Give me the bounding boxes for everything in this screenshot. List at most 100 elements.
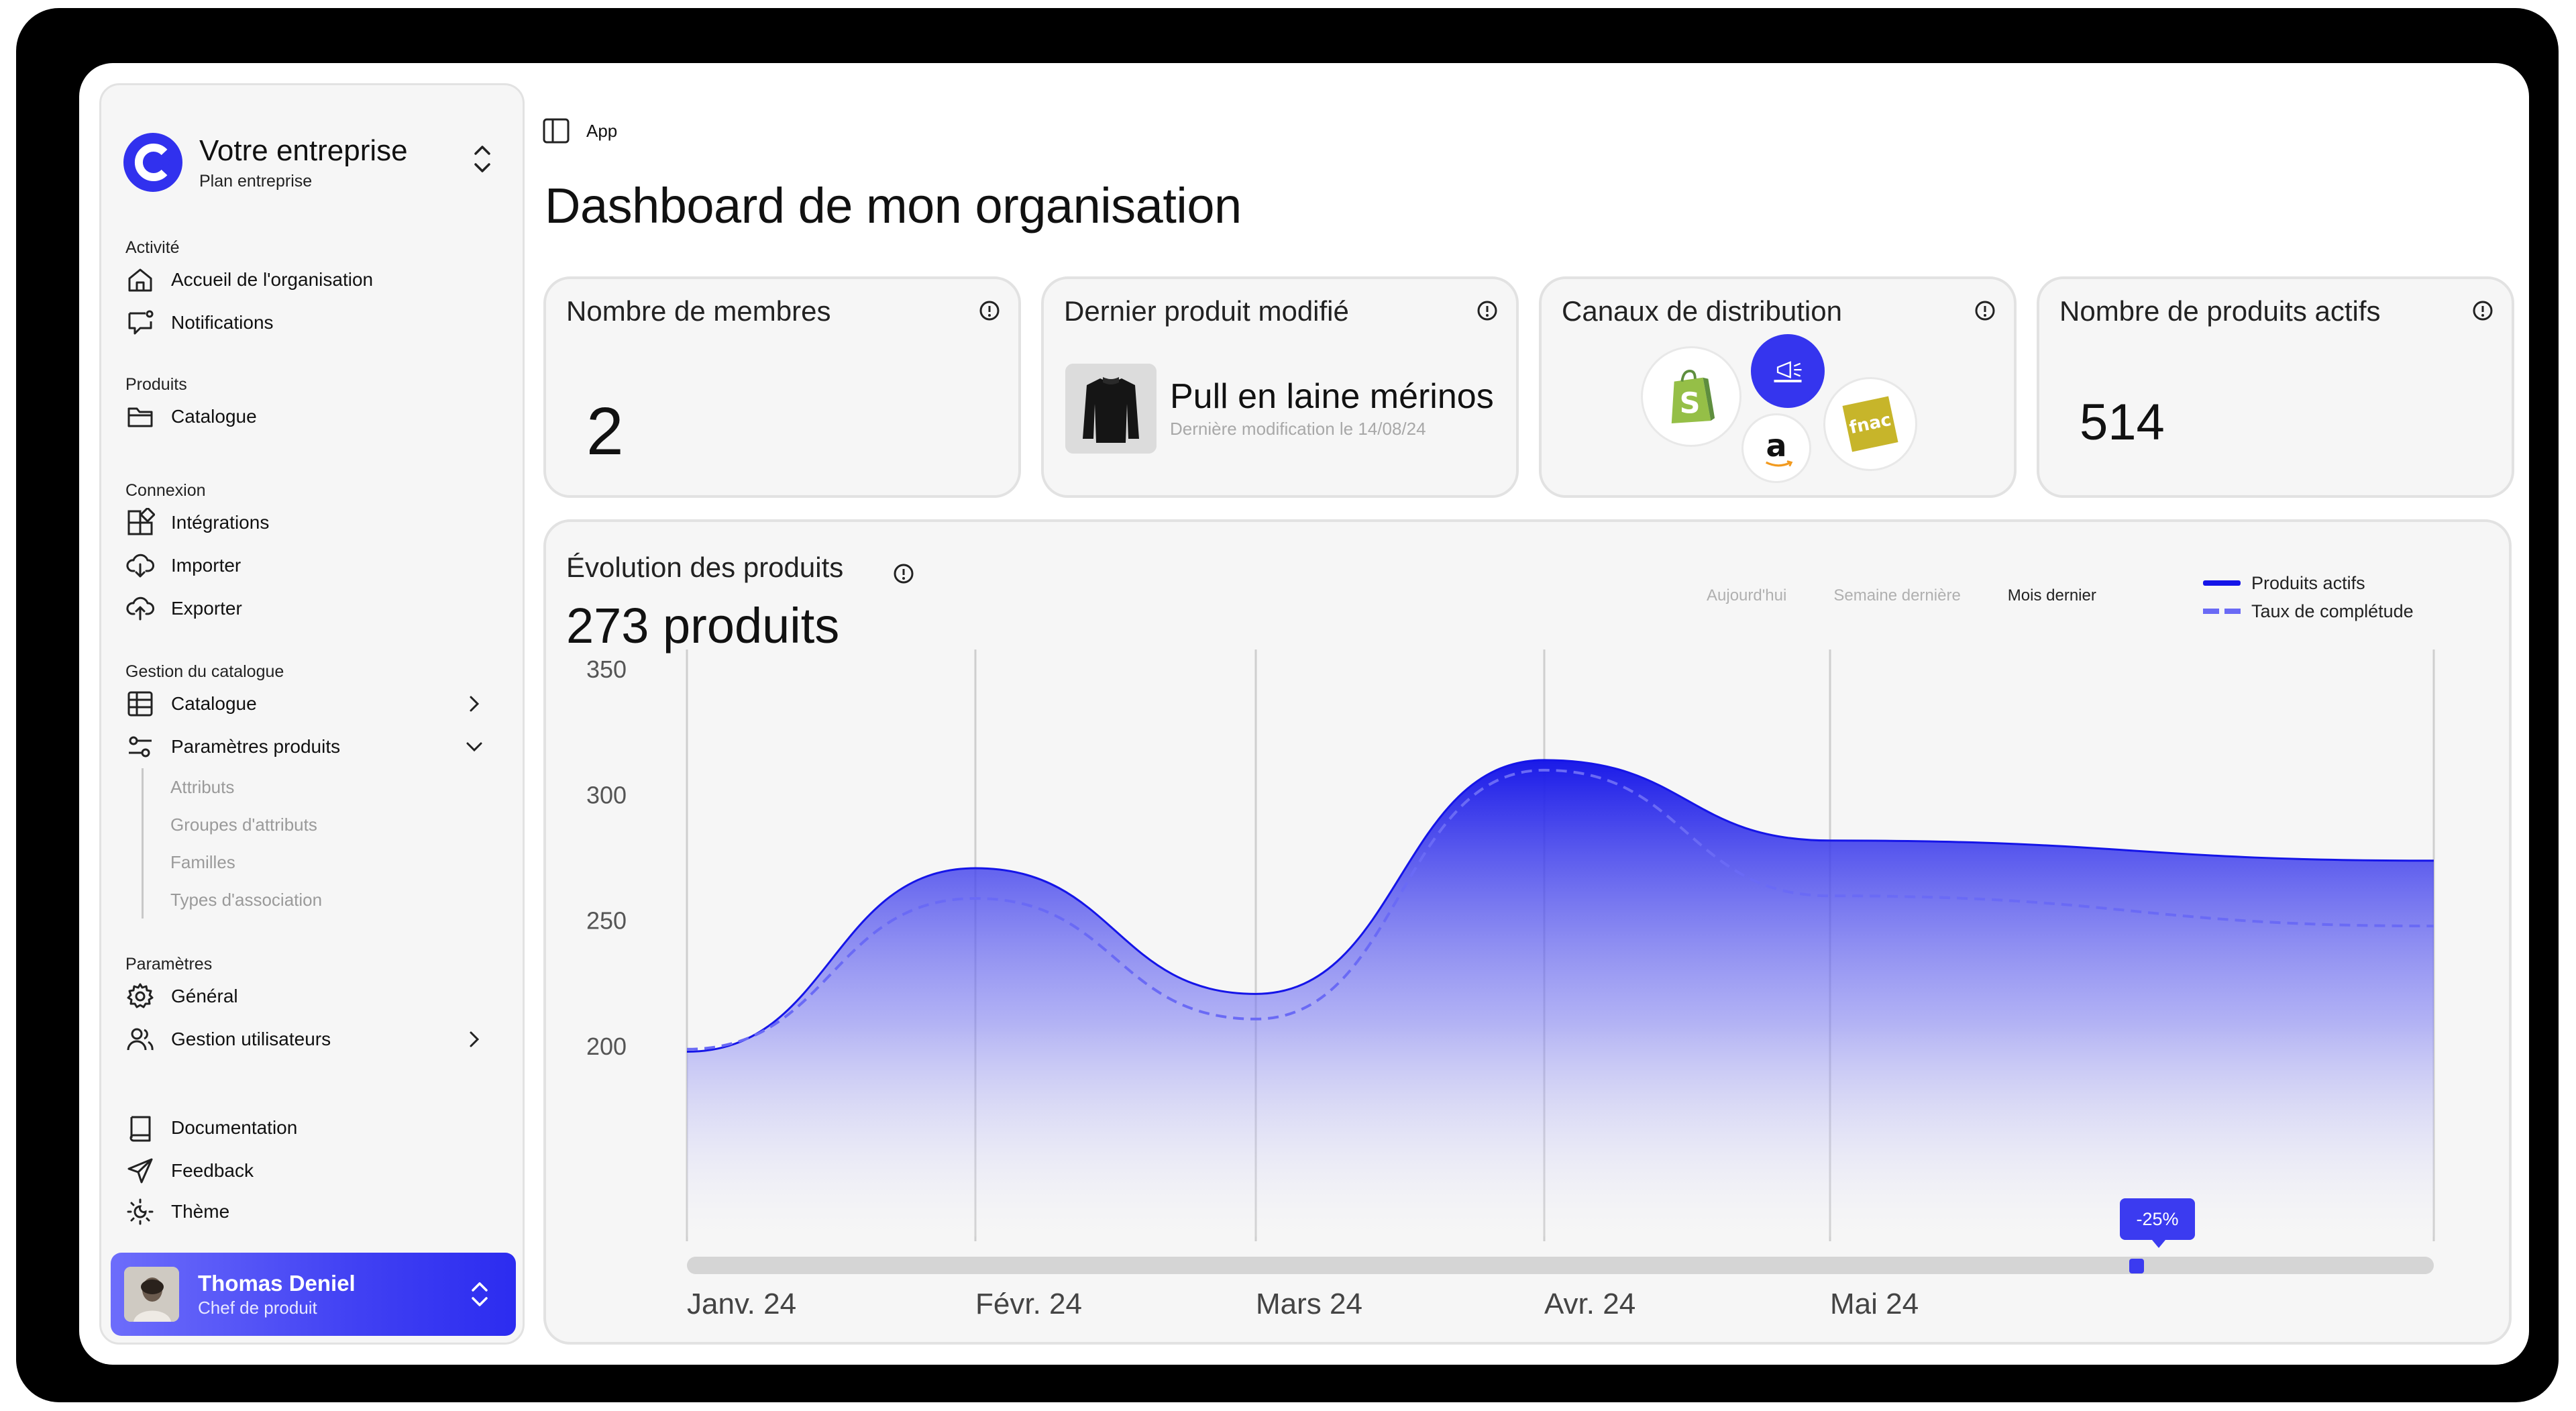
sidebar-item-gestion-utilisateurs[interactable]: Gestion utilisateurs (125, 1018, 501, 1061)
x-tick-label: Mai 24 (1830, 1288, 1919, 1320)
gear-icon (125, 982, 155, 1011)
send-icon (125, 1156, 155, 1186)
sidebar-toggle-icon[interactable] (542, 117, 570, 145)
range-tabs: Aujourd'hui Semaine dernière Mois dernie… (1707, 586, 2096, 605)
sidebar-item-label: Feedback (171, 1160, 254, 1181)
sidebar-item-parametres-produits[interactable]: Paramètres produits (125, 725, 501, 768)
shopify-icon[interactable]: S (1641, 346, 1741, 447)
amazon-logo-text: a (1766, 427, 1787, 464)
series-line-produits-actifs (686, 759, 2434, 1053)
info-icon[interactable] (1476, 299, 1499, 322)
nav-footer: Documentation Feedback Thème (125, 1106, 501, 1231)
legend-item: Produits actifs (2203, 569, 2414, 597)
card-title: Canaux de distribution (1562, 295, 1842, 327)
page-title: Dashboard de mon organisation (545, 178, 1242, 233)
sidebar-item-importer[interactable]: Importer (125, 544, 501, 587)
nav-section-parametres: Paramètres Général Gestion utilisateurs (125, 955, 501, 1061)
sidebar-item-label: Thème (171, 1201, 230, 1222)
breadcrumb[interactable]: App (586, 120, 618, 141)
sidebar: Votre entreprise Plan entreprise Activit… (99, 83, 525, 1345)
sub-item-familles[interactable]: Familles (170, 852, 235, 872)
brand-plan: Plan entreprise (199, 171, 313, 191)
sidebar-item-label: Catalogue (171, 693, 257, 714)
card-channels: Canaux de distribution S a (1539, 276, 2017, 498)
nav-section-activite: Activité Accueil de l'organisation Notif… (125, 238, 501, 344)
members-count: 2 (586, 394, 624, 469)
brand-switcher[interactable]: Votre entreprise Plan entreprise (123, 132, 408, 193)
y-tick-label: 200 (586, 1033, 627, 1060)
product-name[interactable]: Pull en laine mérinos (1170, 377, 1494, 416)
sidebar-item-general[interactable]: Général (125, 975, 501, 1018)
chevron-updown-icon (472, 1282, 488, 1306)
table-icon (125, 689, 155, 719)
card-title: Nombre de membres (566, 295, 831, 327)
svg-text:S: S (1680, 386, 1701, 420)
y-tick-label: 250 (586, 907, 627, 935)
timeline-handle[interactable] (2129, 1259, 2144, 1273)
sidebar-item-integrations[interactable]: Intégrations (125, 501, 501, 544)
series-line-taux-completude (686, 768, 2434, 1051)
chart-legend: Produits actifs Taux de complétude (2203, 569, 2414, 625)
device-frame: Votre entreprise Plan entreprise Activit… (16, 8, 2559, 1402)
info-icon[interactable] (892, 562, 915, 585)
avatar (124, 1267, 179, 1322)
x-tick-label: Mars 24 (1256, 1288, 1362, 1320)
info-icon[interactable] (978, 299, 1001, 322)
amazon-icon[interactable]: a (1741, 413, 1811, 483)
tab-semaine-derniere[interactable]: Semaine dernière (1833, 586, 1961, 605)
sidebar-item-label: Notifications (171, 312, 274, 333)
x-tick-label: Févr. 24 (975, 1288, 1082, 1320)
topbar: App (542, 117, 617, 145)
home-icon (125, 265, 155, 295)
sidebar-item-catalogue-gestion[interactable]: Catalogue (125, 682, 501, 725)
sub-item-groupes-attributs[interactable]: Groupes d'attributs (170, 815, 317, 835)
sidebar-item-catalogue[interactable]: Catalogue (125, 395, 501, 438)
product-modified-date: Dernière modification le 14/08/24 (1170, 419, 1426, 439)
legend-swatch-dashed (2203, 609, 2241, 614)
sidebar-item-label: Gestion utilisateurs (171, 1029, 331, 1049)
chevron-right-icon (470, 1031, 480, 1047)
nav-header: Connexion (125, 481, 206, 500)
cloud-download-icon (125, 551, 155, 580)
sidebar-item-label: Accueil de l'organisation (171, 269, 374, 290)
sidebar-item-notifications[interactable]: Notifications (125, 301, 501, 344)
tab-mois-dernier[interactable]: Mois dernier (2007, 586, 2096, 605)
sidebar-item-theme[interactable]: Thème (125, 1192, 501, 1231)
chevron-updown-icon[interactable] (469, 140, 496, 178)
user-switcher[interactable]: Thomas Deniel Chef de produit (111, 1253, 516, 1336)
sidebar-item-accueil[interactable]: Accueil de l'organisation (125, 258, 501, 301)
chevron-down-icon (466, 742, 482, 752)
nav-header: Paramètres (125, 955, 213, 974)
sub-item-attributs[interactable]: Attributs (170, 777, 235, 797)
cloud-upload-icon (125, 594, 155, 623)
tab-aujourdhui[interactable]: Aujourd'hui (1707, 586, 1787, 605)
users-icon (125, 1025, 155, 1054)
info-icon[interactable] (2471, 299, 2494, 322)
y-tick-label: 300 (586, 781, 627, 808)
cdiscount-icon[interactable] (1751, 334, 1825, 408)
timeline-scrubber[interactable] (687, 1257, 2434, 1274)
legend-label: Produits actifs (2251, 572, 2365, 593)
sidebar-item-label: Importer (171, 555, 241, 576)
sidebar-item-exporter[interactable]: Exporter (125, 587, 501, 630)
sidebar-item-label: Paramètres produits (171, 736, 341, 757)
chart-tooltip: -25% (2120, 1198, 2195, 1248)
legend-swatch-solid (2203, 580, 2241, 586)
sidebar-item-label: Exporter (171, 598, 242, 619)
book-icon (125, 1113, 155, 1143)
sidebar-item-documentation[interactable]: Documentation (125, 1106, 501, 1149)
sub-item-types-association[interactable]: Types d'association (170, 890, 323, 910)
card-title: Dernier produit modifié (1064, 295, 1349, 327)
chevron-right-icon (470, 696, 480, 712)
sidebar-item-label: Général (171, 986, 238, 1006)
nav-header: Activité (125, 238, 180, 257)
brand-name: Votre entreprise (199, 134, 408, 167)
info-icon[interactable] (1974, 299, 1996, 322)
sidebar-item-feedback[interactable]: Feedback (125, 1149, 501, 1192)
nav-section-produits: Produits Catalogue (125, 375, 501, 438)
product-thumbnail[interactable] (1065, 364, 1157, 454)
integrations-icon (125, 508, 155, 537)
chart-title: Évolution des produits (566, 552, 844, 583)
fnac-icon[interactable]: fnac (1823, 377, 1917, 471)
series-area-produits-actifs (687, 760, 2434, 1237)
